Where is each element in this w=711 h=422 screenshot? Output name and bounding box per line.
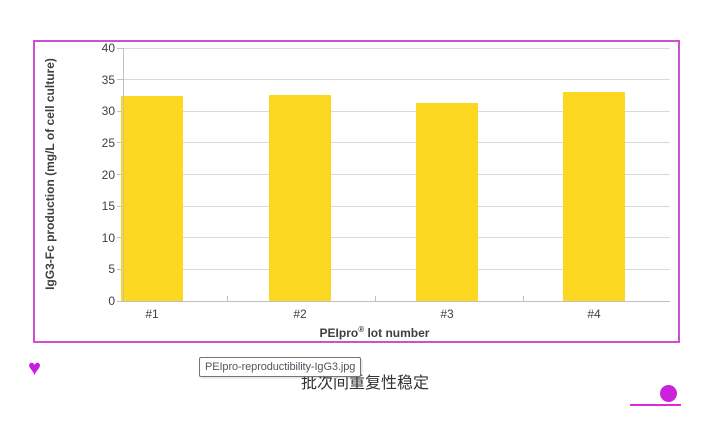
- x-tick-mark: [227, 296, 228, 302]
- y-tick-label: 30: [101, 104, 115, 119]
- registered-trademark-icon: ®: [358, 325, 365, 334]
- x-tick-mark: [375, 296, 376, 302]
- y-tick-mark: [117, 300, 123, 302]
- gridline: [123, 268, 670, 270]
- bar-lot-3: [416, 103, 478, 301]
- gridline: [123, 237, 670, 239]
- y-axis-title: IgG3-Fc production (mg/L of cell culture…: [43, 58, 57, 290]
- gridline: [123, 142, 670, 144]
- y-tick-mark: [117, 174, 123, 175]
- heart-icon: ♥: [28, 355, 42, 380]
- y-tick-label: 20: [101, 167, 115, 182]
- y-tick-label: 15: [101, 199, 115, 214]
- y-tick-label: 40: [101, 41, 115, 55]
- x-axis-title-text: PEIpro: [319, 326, 359, 340]
- y-tick-label: 0: [108, 294, 115, 308]
- y-tick-mark: [117, 268, 123, 270]
- y-tick-label: 35: [101, 72, 115, 87]
- y-tick-mark: [117, 142, 123, 144]
- x-axis-title: PEIpro® lot number: [123, 325, 626, 341]
- x-tick-label: #3: [440, 307, 454, 321]
- gridline: [123, 205, 670, 207]
- y-tick-label: 25: [101, 135, 115, 150]
- x-tick-label: #4: [587, 307, 601, 321]
- gridline: [123, 47, 670, 49]
- bar-lot-4: [563, 92, 625, 301]
- y-axis-line: [123, 48, 124, 301]
- y-tick-mark: [117, 205, 123, 207]
- bar-lot-2: [269, 94, 331, 301]
- filename-tooltip: PEIpro-reproductibility-IgG3.jpg: [199, 357, 362, 377]
- y-tick-label: 5: [108, 262, 115, 277]
- y-tick-mark: [117, 237, 123, 239]
- y-tick-mark: [117, 47, 123, 49]
- cursor-dot: [660, 385, 677, 402]
- y-tick-label: 10: [101, 230, 115, 245]
- x-tick-label: #2: [293, 307, 307, 321]
- bar-lot-1: [121, 96, 183, 301]
- gridline: [123, 79, 670, 81]
- x-tick-mark: [523, 296, 524, 302]
- x-tick-label: #1: [145, 307, 159, 321]
- x-axis-title-rest: lot number: [364, 326, 430, 340]
- chart-image[interactable]: [33, 40, 680, 343]
- y-tick-mark: [117, 110, 123, 112]
- gridline: [123, 174, 670, 175]
- gridline: [123, 110, 670, 112]
- annotation-underline: [630, 404, 681, 406]
- caption-text: 批次间重复性稳定: [301, 375, 430, 392]
- x-axis-line: [123, 300, 670, 302]
- y-tick-mark: [117, 79, 123, 81]
